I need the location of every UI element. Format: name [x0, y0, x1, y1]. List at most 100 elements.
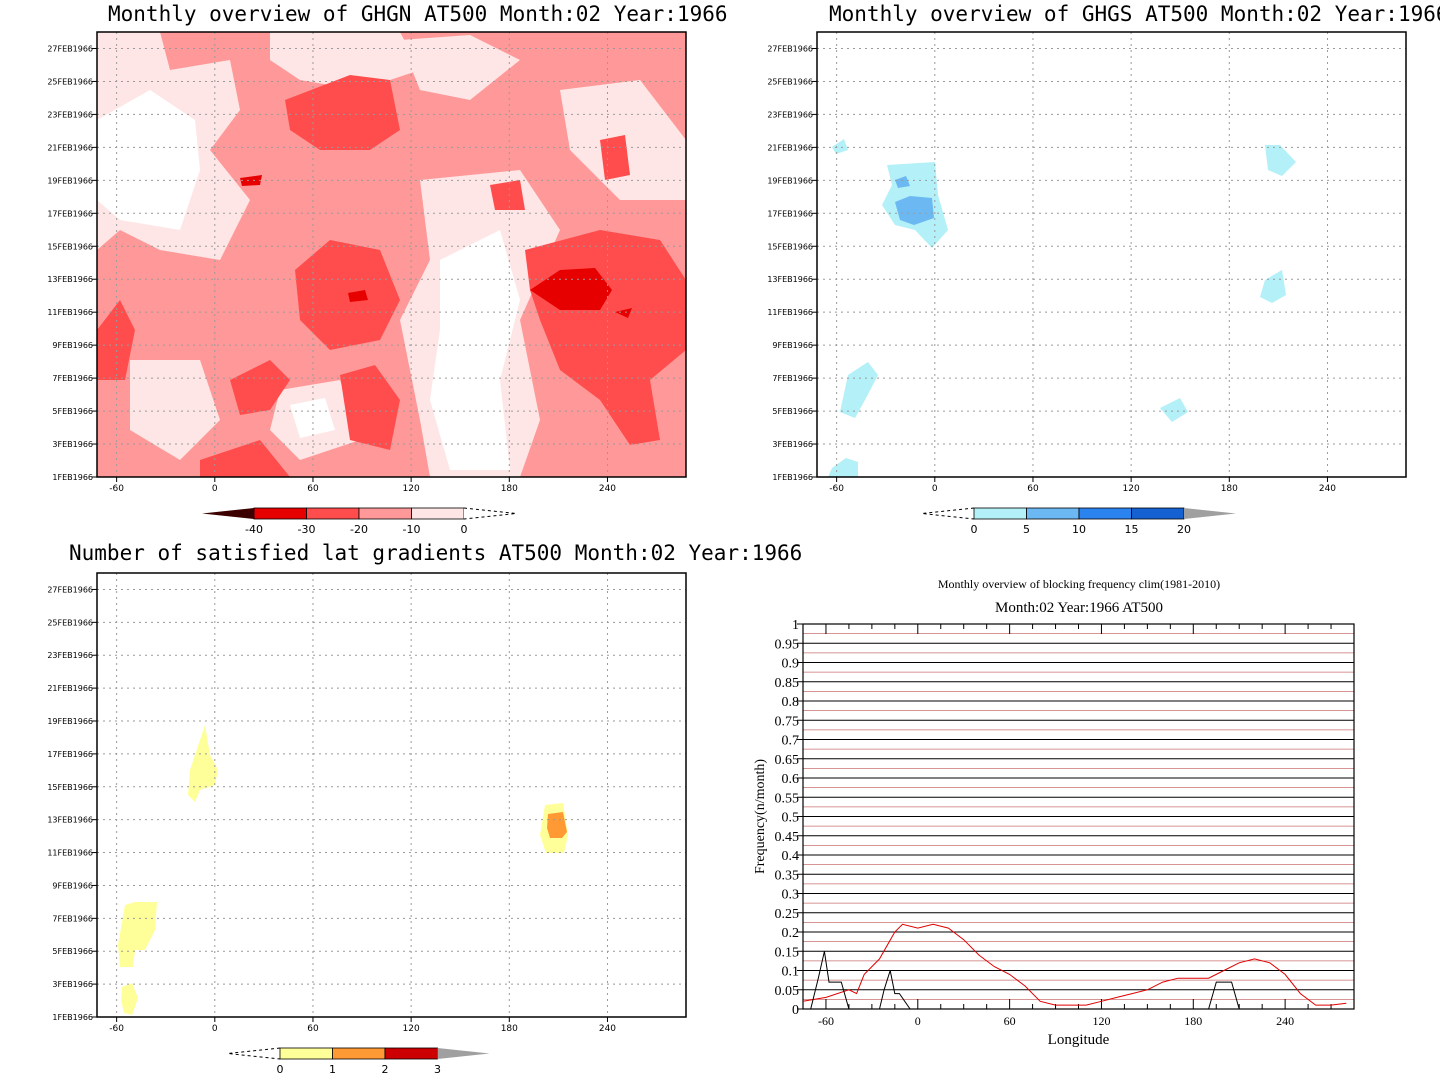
ghgn-contour-3 [270, 32, 420, 90]
ghgn-contour-12 [295, 240, 400, 350]
ghgs-ytick-label: 11FEB1966 [767, 308, 813, 317]
frequency-ylabel: Frequency(n/month) [753, 759, 768, 874]
ghgn-contour-19 [490, 180, 525, 210]
frequency-ytick-label: 0.75 [775, 714, 800, 729]
ghgs-panel-title: Monthly overview of GHGS AT500 Month:02 … [829, 2, 1440, 26]
gradients-xtick-label: 240 [599, 1024, 616, 1034]
ghgn-colorbar-label: -30 [298, 523, 316, 536]
ghgn-contour-23 [615, 308, 632, 318]
frequency-ytick-label: 0.85 [775, 676, 800, 691]
ghgn-contour-2 [97, 90, 200, 230]
ghgn-ytick-label: 7FEB1966 [52, 374, 93, 383]
ghgs-xtick-label: 60 [1027, 484, 1039, 494]
ghgs-colorbar-right-arrow [1184, 508, 1236, 519]
ghgs-ytick-label: 23FEB1966 [767, 110, 813, 119]
gradients-colorbar-label: 1 [329, 1063, 336, 1076]
ghgn-ytick-label: 19FEB1966 [47, 176, 93, 185]
frequency-ytick-label: 0 [792, 1003, 799, 1018]
ghgs-panel: -60 0 60 120 180 240 1FEB1966 3FEB1966 5FEB1966 7… [767, 31, 1407, 536]
frequency-ytick-label: 0.3 [782, 888, 800, 903]
ghgn-xtick-label: 180 [501, 484, 518, 494]
ghgs-ytick-label: 25FEB1966 [767, 77, 813, 86]
gradients-ytick-label: 21FEB1966 [47, 684, 93, 693]
ghgn-xtick-label: 0 [212, 484, 218, 494]
ghgn-contour-15 [230, 360, 290, 415]
ghgn-contour-18 [600, 135, 630, 180]
ghgs-contour-8 [1160, 398, 1188, 422]
ghgn-contour-10 [130, 360, 220, 460]
ghgn-ytick-label: 9FEB1966 [52, 341, 93, 350]
ghgs-colorbar-label: 15 [1125, 523, 1139, 536]
ghgs-xtick-label: 180 [1221, 484, 1238, 494]
frequency-ytick-label: 0.7 [782, 734, 800, 749]
frequency-ytick-label: 0.95 [775, 637, 800, 652]
gradients-plot-frame [96, 572, 687, 1018]
ghgn-contour-14 [97, 300, 135, 380]
ghgn-ytick-label: 13FEB1966 [47, 275, 93, 284]
frequency-xtick-label: 240 [1276, 1014, 1294, 1028]
ghgs-contour-2 [895, 176, 910, 188]
ghgs-colorbar-swatch [1078, 507, 1132, 520]
frequency-xtick-label: 180 [1184, 1014, 1202, 1028]
gradients-xtick-label: 60 [307, 1024, 319, 1034]
ghgn-xtick-label: 120 [403, 484, 420, 494]
ghgn-ytick-label: 25FEB1966 [47, 77, 93, 86]
gradients-ytick-label: 3FEB1966 [52, 980, 93, 989]
ghgn-contour-22 [240, 175, 262, 186]
ghgs-ytick-label: 21FEB1966 [767, 143, 813, 152]
gradients-contour-0 [188, 725, 218, 802]
ghgn-colorbar-label: -20 [350, 523, 368, 536]
frequency-climatology-line [802, 923, 1347, 1006]
frequency-chart-title: Monthly overview of blocking frequency c… [938, 577, 1220, 591]
ghgn-contour-20 [530, 268, 612, 310]
gradients-colorbar-swatch [332, 1047, 386, 1060]
frequency-xtick-label: 60 [1004, 1014, 1016, 1028]
ghgs-ytick-label: 7FEB1966 [772, 374, 813, 383]
gradients-colorbar-label: 2 [382, 1063, 389, 1076]
ghgs-xtick-label: 0 [932, 484, 938, 494]
ghgs-contour-3 [832, 139, 848, 154]
ghgs-plot-frame [816, 31, 1407, 478]
frequency-ytick-label: 0.4 [782, 849, 800, 864]
gradients-ytick-label: 13FEB1966 [47, 816, 93, 825]
frequency-ytick-label: 0.2 [782, 926, 800, 941]
gradients-colorbar-left-arrow [227, 1047, 281, 1060]
gradients-ytick-label: 23FEB1966 [47, 651, 93, 660]
gradients-colorbar-label: 3 [434, 1063, 441, 1076]
frequency-ytick-label: 0.35 [775, 868, 800, 883]
ghgs-contour-6 [1265, 145, 1296, 176]
ghgn-colorbar-swatch [411, 507, 465, 520]
frequency-ytick-label: 0.1 [782, 965, 800, 980]
ghgn-colorbar-swatch [358, 507, 412, 520]
ghgs-ytick-label: 17FEB1966 [767, 209, 813, 218]
ghgn-colorbar-label: -10 [403, 523, 421, 536]
ghgn-ytick-label: 23FEB1966 [47, 110, 93, 119]
ghgs-ytick-label: 27FEB1966 [767, 44, 813, 53]
frequency-xlabel: Longitude [1048, 1032, 1110, 1048]
ghgn-contour-0 [97, 32, 686, 477]
ghgn-ytick-label: 11FEB1966 [47, 308, 93, 317]
ghgn-ytick-label: 21FEB1966 [47, 143, 93, 152]
blocking-frequency-panel: Monthly overview of blocking frequency c… [753, 577, 1355, 1048]
gradients-ytick-label: 25FEB1966 [47, 618, 93, 627]
ghgs-ytick-label: 19FEB1966 [767, 176, 813, 185]
ghgn-colorbar-left-arrow [202, 508, 254, 519]
frequency-observed-line [810, 951, 1247, 1010]
frequency-ytick-label: 1 [792, 618, 799, 633]
gradients-colorbar-swatch [384, 1047, 438, 1060]
gradients-ytick-label: 17FEB1966 [47, 750, 93, 759]
frequency-ytick-label: 0.05 [775, 984, 800, 999]
ghgn-ytick-label: 3FEB1966 [52, 440, 93, 449]
ghgn-xtick-label: 60 [307, 484, 319, 494]
ghgn-ytick-label: 15FEB1966 [47, 242, 93, 251]
ghgn-contour-6 [430, 230, 520, 470]
ghgs-ytick-label: 13FEB1966 [767, 275, 813, 284]
ghgs-xtick-label: -60 [829, 484, 844, 494]
ghgn-ytick-label: 27FEB1966 [47, 44, 93, 53]
frequency-ytick-label: 0.8 [782, 695, 800, 710]
gradients-ytick-label: 9FEB1966 [52, 881, 93, 890]
ghgs-ytick-label: 5FEB1966 [772, 407, 813, 416]
ghgn-xtick-label: -60 [109, 484, 124, 494]
ghgs-colorbar-label: 0 [971, 523, 978, 536]
frequency-ytick-label: 0.55 [775, 791, 800, 806]
